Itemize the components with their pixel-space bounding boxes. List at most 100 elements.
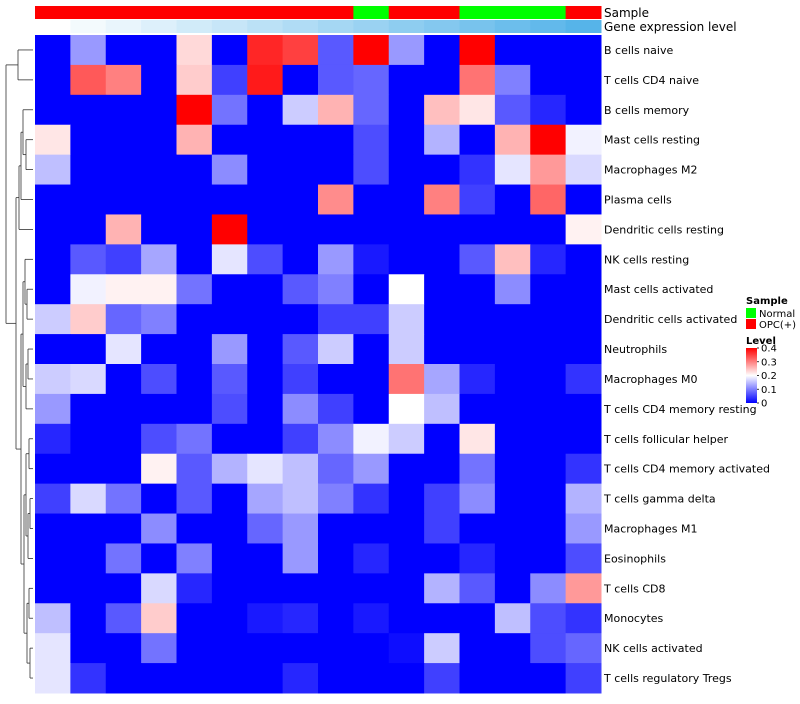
heatmap-cell bbox=[530, 423, 567, 455]
heatmap-cell bbox=[530, 453, 567, 485]
heatmap-cell bbox=[141, 663, 177, 694]
heatmap-cell bbox=[565, 483, 602, 515]
heatmap-cell bbox=[459, 513, 496, 544]
heatmap-cell bbox=[530, 543, 567, 574]
heatmap-cell bbox=[141, 214, 177, 245]
heatmap-cell bbox=[282, 214, 319, 245]
heatmap-cell bbox=[70, 184, 107, 215]
expression-anno-cell bbox=[353, 20, 390, 33]
heatmap-cell bbox=[494, 124, 531, 156]
heatmap-cell bbox=[105, 573, 142, 604]
heatmap-cell bbox=[494, 483, 531, 515]
heatmap-cell bbox=[388, 35, 425, 66]
heatmap-cell bbox=[565, 543, 602, 574]
heatmap-cell bbox=[318, 483, 354, 515]
expression-anno-cell bbox=[459, 20, 496, 33]
heatmap-cell bbox=[530, 513, 567, 544]
heatmap-cell bbox=[105, 334, 142, 365]
heatmap-cell bbox=[141, 274, 177, 305]
row-label: NK cells activated bbox=[604, 642, 703, 655]
heatmap-cell bbox=[70, 663, 107, 694]
heatmap-cell bbox=[176, 154, 213, 186]
heatmap-cell bbox=[353, 364, 390, 395]
heatmap-cell bbox=[318, 573, 354, 604]
heatmap-cell bbox=[211, 304, 248, 335]
heatmap-cell bbox=[70, 483, 107, 515]
heatmap-cell bbox=[494, 603, 531, 634]
heatmap-cell bbox=[70, 214, 107, 245]
sample-anno-cell bbox=[424, 6, 460, 19]
heatmap-cell bbox=[565, 513, 602, 544]
heatmap-cell bbox=[70, 633, 107, 664]
sample-anno-cell bbox=[70, 6, 107, 19]
expression-anno-cell bbox=[211, 20, 248, 33]
heatmap-cell bbox=[35, 94, 71, 126]
heatmap-cell bbox=[530, 393, 567, 425]
heatmap-cell bbox=[105, 35, 142, 66]
heatmap-cell bbox=[35, 393, 71, 425]
heatmap-cell bbox=[141, 244, 177, 275]
heatmap-cell bbox=[353, 124, 390, 156]
expression-anno-cell bbox=[530, 20, 567, 33]
heatmap-cell bbox=[388, 483, 425, 515]
heatmap-cell bbox=[35, 603, 71, 634]
heatmap-cell bbox=[530, 573, 567, 604]
heatmap-cell bbox=[494, 393, 531, 425]
heatmap-cell bbox=[424, 214, 460, 245]
heatmap-cell bbox=[70, 393, 107, 425]
legend-normal-swatch bbox=[746, 308, 756, 318]
heatmap-cell bbox=[282, 393, 319, 425]
heatmap-cell bbox=[565, 633, 602, 664]
heatmap-cell bbox=[459, 214, 496, 245]
heatmap-cell bbox=[565, 573, 602, 604]
heatmap-cell bbox=[141, 453, 177, 485]
heatmap-cell bbox=[565, 64, 602, 96]
heatmap-cell bbox=[141, 513, 177, 544]
heatmap-cell bbox=[494, 633, 531, 664]
row-label: T cells CD4 memory resting bbox=[603, 403, 757, 416]
heatmap-cell bbox=[494, 543, 531, 574]
heatmap-cell bbox=[424, 364, 460, 395]
heatmap-cell bbox=[494, 244, 531, 275]
heatmap-cell bbox=[247, 184, 284, 215]
expression-annotation-bar bbox=[35, 20, 602, 33]
sample-anno-cell bbox=[141, 6, 177, 19]
heatmap-cell bbox=[35, 483, 71, 515]
heatmap-cell bbox=[318, 543, 354, 574]
heatmap-cell bbox=[530, 334, 567, 365]
sample-anno-cell bbox=[565, 6, 602, 19]
heatmap-cell bbox=[424, 573, 460, 604]
heatmap-cell bbox=[105, 543, 142, 574]
heatmap-cell bbox=[176, 573, 213, 604]
heatmap-cell bbox=[141, 603, 177, 634]
heatmap-cell bbox=[530, 483, 567, 515]
heatmap-cell bbox=[318, 274, 354, 305]
sample-anno-cell bbox=[494, 6, 531, 19]
heatmap-cell bbox=[35, 513, 71, 544]
heatmap-cell bbox=[530, 64, 567, 96]
heatmap-cell bbox=[141, 633, 177, 664]
heatmap-cell bbox=[530, 154, 567, 186]
heatmap-cell bbox=[424, 184, 460, 215]
heatmap-cell bbox=[353, 423, 390, 455]
heatmap-cell bbox=[494, 453, 531, 485]
heatmap-cell bbox=[565, 423, 602, 455]
heatmap-cell bbox=[424, 334, 460, 365]
heatmap-cell bbox=[105, 364, 142, 395]
heatmap-cell bbox=[318, 214, 354, 245]
heatmap-cell bbox=[459, 154, 496, 186]
heatmap-cell bbox=[176, 423, 213, 455]
heatmap-cell bbox=[353, 453, 390, 485]
heatmap-cell bbox=[459, 35, 496, 66]
heatmap-cell bbox=[211, 453, 248, 485]
heatmap-cell bbox=[353, 94, 390, 126]
row-label: Neutrophils bbox=[604, 343, 667, 356]
heatmap-cell bbox=[211, 543, 248, 574]
level-colorbar bbox=[746, 348, 757, 403]
heatmap-cell bbox=[424, 94, 460, 126]
heatmap-cell bbox=[70, 334, 107, 365]
heatmap-cell bbox=[176, 633, 213, 664]
heatmap-cell bbox=[424, 423, 460, 455]
heatmap-cell bbox=[247, 663, 284, 694]
